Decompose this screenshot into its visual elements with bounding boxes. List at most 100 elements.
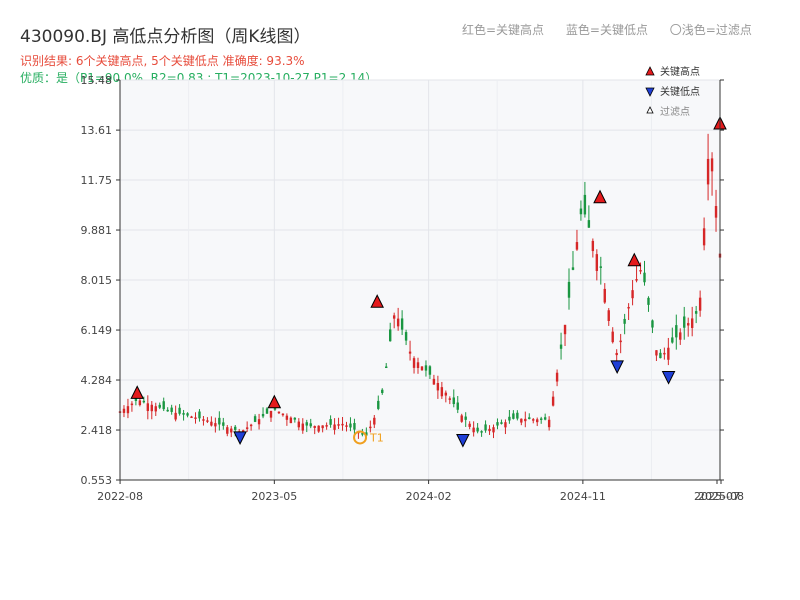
- candle-body: [706, 158, 710, 185]
- candle-body: [547, 419, 551, 428]
- candle-body: [305, 422, 308, 426]
- candle-body: [623, 318, 626, 324]
- candle-body: [170, 407, 173, 412]
- y-tick-label: 13.61: [81, 124, 113, 137]
- candle-body: [365, 432, 368, 436]
- legend-high-icon: [645, 66, 655, 76]
- candle-body: [536, 419, 539, 423]
- candle-body: [194, 417, 197, 419]
- candle-body: [269, 410, 273, 418]
- chart-title: 430090.BJ 高低点分析图（周K线图）: [20, 27, 311, 47]
- candle-body: [174, 412, 177, 420]
- key-high-marker: [593, 189, 607, 204]
- candle-body: [436, 383, 440, 391]
- candle-body: [377, 400, 380, 409]
- key-low-marker: [456, 434, 470, 448]
- candle-body: [464, 416, 467, 420]
- candle-body: [158, 404, 161, 408]
- key-low-marker: [233, 431, 247, 445]
- x-tick-label: 2025-07: [694, 490, 740, 503]
- candle-body: [210, 421, 213, 426]
- candle-body: [671, 337, 674, 343]
- candle-body: [484, 424, 487, 431]
- candle-body: [543, 417, 547, 420]
- candle-body: [333, 424, 336, 430]
- candle-body: [476, 427, 479, 432]
- candle-body: [432, 378, 436, 385]
- candle-body: [424, 365, 428, 371]
- candle-body: [126, 406, 130, 414]
- top-legend: 红色=关键高点 蓝色=关键低点 〇浅色=过滤点: [462, 21, 770, 38]
- candle-body: [563, 324, 567, 335]
- candle-body: [345, 425, 348, 427]
- key-high-marker: [130, 385, 145, 399]
- candle-body: [230, 428, 233, 433]
- candle-body: [428, 366, 432, 375]
- candle-body: [591, 240, 595, 252]
- candle-body: [583, 194, 587, 215]
- candle-body: [281, 413, 285, 416]
- candle-body: [261, 413, 265, 417]
- candle-body: [385, 366, 388, 369]
- candle-body: [488, 428, 491, 432]
- candle-body: [317, 425, 320, 432]
- candle-body: [404, 332, 408, 341]
- candle-body: [134, 398, 138, 401]
- candle-body: [639, 270, 642, 272]
- candle-body: [301, 423, 304, 431]
- key-high-marker: [370, 294, 384, 308]
- candle-body: [142, 400, 146, 403]
- legend-low-label: 关键低点: [660, 85, 700, 98]
- candle-body: [293, 417, 297, 420]
- candle-body: [504, 422, 507, 428]
- candle-body: [400, 318, 404, 330]
- y-tick-label: 8.015: [81, 274, 113, 287]
- candle-body: [702, 228, 706, 246]
- candle-body: [412, 358, 416, 368]
- candle-body: [249, 424, 253, 427]
- candle-body: [599, 266, 602, 268]
- legend-filtered-label: 过滤点: [660, 105, 690, 118]
- candle-body: [253, 416, 257, 422]
- candle-body: [496, 422, 499, 426]
- candle-body: [381, 389, 384, 394]
- legend-low-icon: [645, 87, 655, 97]
- filtered-point-marker: [353, 430, 368, 445]
- y-tick-label: 15.48: [81, 74, 113, 87]
- candle-body: [440, 387, 444, 397]
- candle-body: [595, 254, 599, 271]
- candle-body: [480, 431, 483, 433]
- candle-body: [631, 290, 634, 299]
- candle-body: [647, 297, 650, 305]
- key-high-marker: [267, 394, 282, 409]
- x-tick-label: 2022-08: [97, 490, 143, 503]
- candle-body: [667, 347, 670, 360]
- candle-body: [130, 403, 134, 406]
- y-tick-label: 9.881: [81, 224, 113, 237]
- top-legend-low: 蓝色=关键低点: [565, 23, 648, 37]
- candle-body: [178, 407, 181, 414]
- candle-body: [218, 417, 221, 425]
- key-low-marker: [661, 371, 676, 385]
- x-tick-label: 2024-02: [406, 490, 452, 503]
- legend-high-label: 关键高点: [660, 65, 700, 78]
- candle-body: [607, 310, 610, 321]
- candle-body: [444, 392, 448, 396]
- candle-body: [460, 415, 463, 422]
- candle-body: [532, 419, 535, 421]
- candle-body: [337, 424, 340, 426]
- candle-body: [679, 332, 682, 340]
- y-tick-label: 2.418: [81, 424, 113, 437]
- candle-body: [289, 417, 293, 424]
- candle-body: [202, 419, 205, 421]
- candle-body: [508, 416, 511, 421]
- candle-body: [663, 352, 666, 355]
- candle-body: [539, 418, 543, 420]
- candle-body: [683, 316, 686, 328]
- candle-body: [655, 350, 658, 356]
- candle-body: [635, 279, 638, 281]
- candle-body: [186, 413, 189, 416]
- candle-body: [325, 425, 328, 427]
- candle-body: [571, 267, 575, 270]
